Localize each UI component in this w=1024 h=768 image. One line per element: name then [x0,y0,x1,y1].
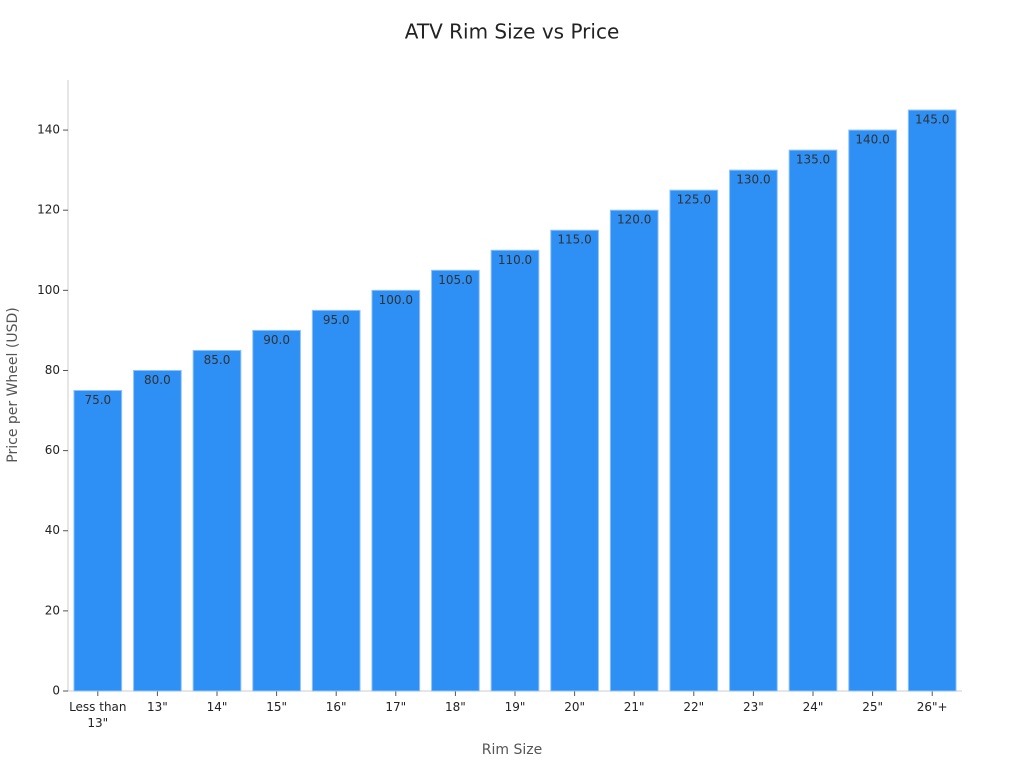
x-tick-label: 19" [504,700,526,714]
x-tick-label: Less than 13" [69,700,127,730]
y-tick-label: 80 [45,363,60,377]
value-label: 75.0 [84,393,111,407]
bar [133,369,182,692]
x-tick-label: 14" [206,700,228,714]
value-label: 110.0 [498,253,532,267]
x-tick-label: 15" [266,700,287,714]
x-tick-label: 20" [564,700,585,714]
bar [907,109,957,692]
value-label: 145.0 [915,113,949,127]
x-tick-label: 23" [742,700,764,714]
bar [609,209,659,692]
x-tick-label: 25" [862,700,883,714]
value-label: 140.0 [855,133,889,147]
bar [73,390,123,692]
y-axis-label: Price per Wheel (USD) [5,307,21,462]
value-label: 95.0 [323,313,350,327]
x-tick-label: 17" [385,700,407,714]
bar [550,229,599,692]
bar [311,309,361,692]
value-label: 90.0 [263,333,290,347]
x-tick-label: 16" [325,700,347,714]
bar [252,329,301,692]
value-label: 85.0 [204,353,231,367]
value-label: 105.0 [438,273,472,287]
y-tick-label: 120 [37,203,60,217]
value-label: 125.0 [677,193,711,207]
y-tick-label: 0 [52,684,60,698]
bar [788,149,838,692]
bar [669,189,719,692]
bar [431,269,480,692]
bar [490,249,540,692]
value-label: 80.0 [144,373,171,387]
value-label: 135.0 [796,153,830,167]
bar [192,349,242,692]
value-label: 120.0 [617,213,651,227]
y-tick-label: 40 [45,523,60,537]
bar [371,289,421,692]
bar [729,169,778,692]
value-label: 130.0 [736,173,770,187]
y-tick-label: 20 [45,603,60,617]
x-tick-label: 18" [444,700,466,714]
bar [848,129,897,692]
x-tick-label: 21" [623,700,645,714]
y-tick-label: 100 [37,283,60,297]
x-tick-label: 13" [146,700,168,714]
x-tick-label: 26"+ [916,700,948,714]
y-tick-label: 140 [37,123,60,137]
value-label: 115.0 [557,233,591,247]
y-tick-label: 60 [45,443,60,457]
x-tick-label: 24" [802,700,824,714]
value-label: 100.0 [379,293,413,307]
x-tick-label: 22" [683,700,705,714]
chart-title: ATV Rim Size vs Price [405,20,620,44]
x-axis-label: Rim Size [482,742,542,758]
